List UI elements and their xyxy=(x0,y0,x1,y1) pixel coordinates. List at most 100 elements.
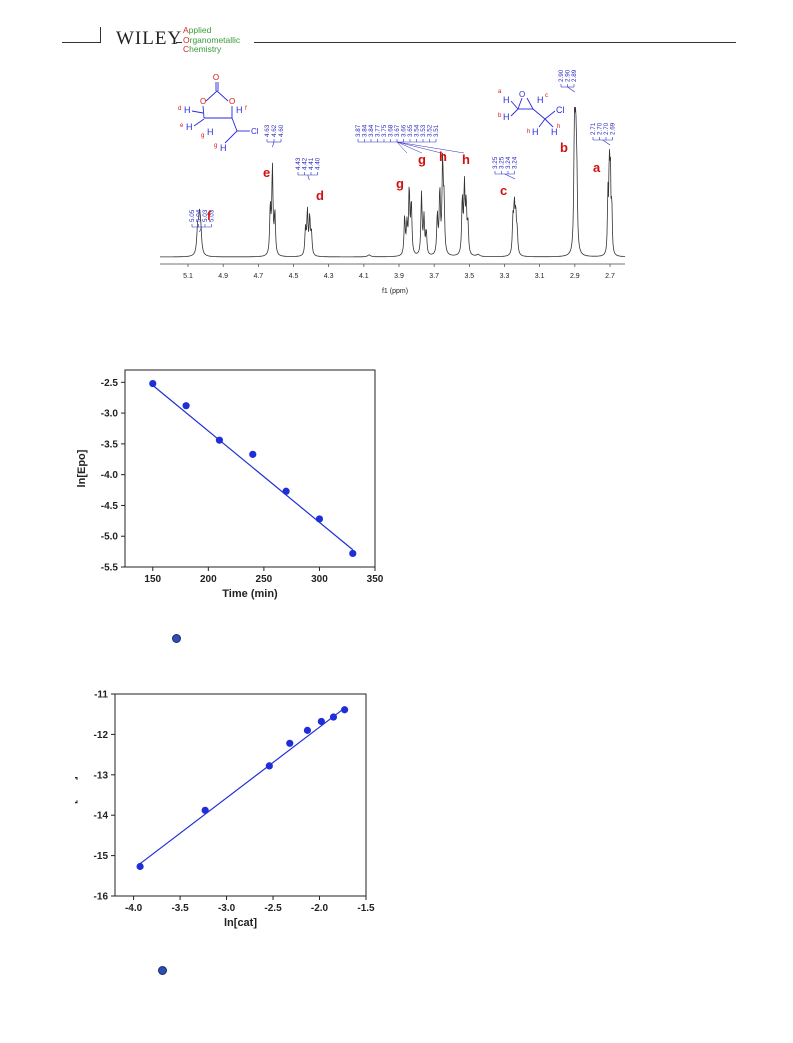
h-label: g xyxy=(201,133,204,139)
nmr-tick-label: 3.1 xyxy=(535,273,545,280)
peak-shift-label: 3.77 xyxy=(375,124,382,137)
atom-cl: Cl xyxy=(556,105,565,115)
peak-leader xyxy=(396,141,465,154)
peak-assignment-letter: d xyxy=(316,188,324,203)
h-label: h xyxy=(527,129,530,135)
h-atom: H xyxy=(537,95,544,105)
x-tick-label: 350 xyxy=(367,574,384,585)
peak-shift-label: 5.03 xyxy=(209,209,216,222)
peak-assignment-letter: g xyxy=(396,176,404,191)
structure-epichlorohydrin: a H b H O H c Cl h H H h xyxy=(498,89,565,137)
nmr-spectrum: 5.1 4.9 4.7 4.5 4.3 4.1 3.9 3.7 3.5 3.3 3.1 2.9 2.7 … xyxy=(160,69,625,295)
nmr-ticks: 5.1 4.9 4.7 4.5 4.3 4.1 3.9 3.7 3.5 3.3 3.1 2.9 2.7 xyxy=(183,264,615,280)
peak-shift-label: 3.54 xyxy=(414,124,421,137)
h-label: c xyxy=(545,93,548,99)
peak-shift-label: 3.53 xyxy=(420,124,427,137)
ln-rate-vs-ln-cat-chart: -4.0 -3.5 -3.0 -2.5 -2.0 -1.5 -11 -12 -13 -14 -15 -… xyxy=(66,690,375,930)
peak-shift-label: 2.71 xyxy=(590,122,597,135)
peak-shift-label: 3.65 xyxy=(407,124,414,137)
data-point xyxy=(317,717,325,726)
peak-shift-label: 4.42 xyxy=(302,157,309,170)
peak-leader xyxy=(396,141,408,154)
peak-leader xyxy=(307,174,310,181)
fit-line xyxy=(139,706,346,865)
peak-shift-label: 3.67 xyxy=(394,124,401,137)
x-tick-label: -3.5 xyxy=(171,903,189,914)
x-axis-label: ln[cat] xyxy=(224,917,257,929)
peak-assignment-letter: h xyxy=(439,149,447,164)
peak-assignment-letter: c xyxy=(500,183,507,198)
data-point xyxy=(303,726,312,734)
data-point xyxy=(265,762,273,770)
peak-shift-label: 5.04 xyxy=(196,209,203,222)
h-label: b xyxy=(498,113,502,119)
peak-assignment-letter: a xyxy=(593,160,601,175)
peak-assignment-letter: b xyxy=(560,140,568,155)
peak-shift-label: 3.51 xyxy=(433,124,440,137)
logo-connector xyxy=(176,42,182,43)
h-label: h xyxy=(557,124,560,130)
fit-line xyxy=(152,384,354,551)
y-tick-label: -5.5 xyxy=(101,563,119,574)
kinetics-plot-2: -4.0 -3.5 -3.0 -2.5 -2.0 -1.5 -11 -12 -13 -14 -15 -… xyxy=(66,680,385,940)
header-rule xyxy=(254,42,736,43)
h-label: f xyxy=(245,106,247,112)
nmr-tick-label: 4.1 xyxy=(359,273,369,280)
nmr-trace xyxy=(160,106,625,258)
x-tick-label: 300 xyxy=(311,574,328,585)
h-atom: H xyxy=(220,143,227,153)
peak-shift-label: 2.90 xyxy=(565,69,572,82)
data-point xyxy=(215,436,224,444)
y-tick-label: -5.0 xyxy=(101,532,119,543)
ln-epo-vs-time-chart: 150 200 250 300 350 -2.5 -3.0 -3.5 -4.0 -4.5 -5.0 -… xyxy=(76,369,384,600)
y-tick-label: -16 xyxy=(94,892,109,903)
header-rule xyxy=(62,42,100,43)
peak-leader xyxy=(199,226,203,233)
x-tick-label: -2.0 xyxy=(311,903,329,914)
journal-name: Applied Organometallic Chemistry xyxy=(183,25,241,55)
data-point xyxy=(315,515,324,523)
peak-shift-label: 3.52 xyxy=(427,124,434,137)
journal-line: Applied xyxy=(183,25,212,35)
peak-shift-label: 3.68 xyxy=(388,124,395,137)
plot-frame xyxy=(124,369,376,568)
peak-shift-label: 3.25 xyxy=(499,156,506,169)
data-point xyxy=(349,549,357,558)
y-axis-label: ln[rate] xyxy=(75,776,78,814)
data-point xyxy=(249,450,257,458)
h-label: g xyxy=(214,143,217,149)
atom-o: O xyxy=(229,97,235,106)
kinetics-plot-1: 150 200 250 300 350 -2.5 -3.0 -3.5 -4.0 -4.5 -5.0 -… xyxy=(75,360,385,610)
nmr-tick-label: 2.7 xyxy=(605,273,615,280)
peak-shift-label: 5.03 xyxy=(202,209,209,222)
x-tick-label: -3.0 xyxy=(218,903,236,914)
peak-leader xyxy=(272,141,275,148)
y-axis-label: ln[Epo] xyxy=(76,449,88,487)
x-axis-label: Time (min) xyxy=(222,588,278,600)
structure-cyclic-carbonate: O O O d H e H g H g H Cl H f xyxy=(178,73,259,153)
data-point xyxy=(286,739,294,747)
x-tick-label: -2.5 xyxy=(264,903,282,914)
peak-leader xyxy=(602,139,611,146)
atom-o: O xyxy=(519,90,525,99)
journal-line: Organometallic xyxy=(183,34,241,45)
page-header: WILEY Applied Organometallic Chemistry xyxy=(0,0,793,60)
nmr-tick-label: 3.9 xyxy=(394,273,404,280)
h-label: a xyxy=(498,89,502,95)
peak-leader xyxy=(396,141,442,154)
h-label: e xyxy=(180,123,184,129)
peak-shift-label: 5.05 xyxy=(189,209,196,222)
y-tick-label: -14 xyxy=(94,811,109,822)
nmr-tick-label: 4.5 xyxy=(289,273,299,280)
peak-shift-label: 3.25 xyxy=(492,156,499,169)
y-tick-label: -4.0 xyxy=(101,470,119,481)
peak-shift-label: 3.87 xyxy=(355,124,362,137)
data-point xyxy=(341,706,349,714)
x-tick-label: 250 xyxy=(256,574,273,585)
data-point xyxy=(149,379,157,388)
plot-frame xyxy=(114,693,367,897)
data-point xyxy=(282,487,290,495)
peak-shift-label: 4.62 xyxy=(271,124,278,137)
peak-shift-label: 4.43 xyxy=(295,157,302,170)
